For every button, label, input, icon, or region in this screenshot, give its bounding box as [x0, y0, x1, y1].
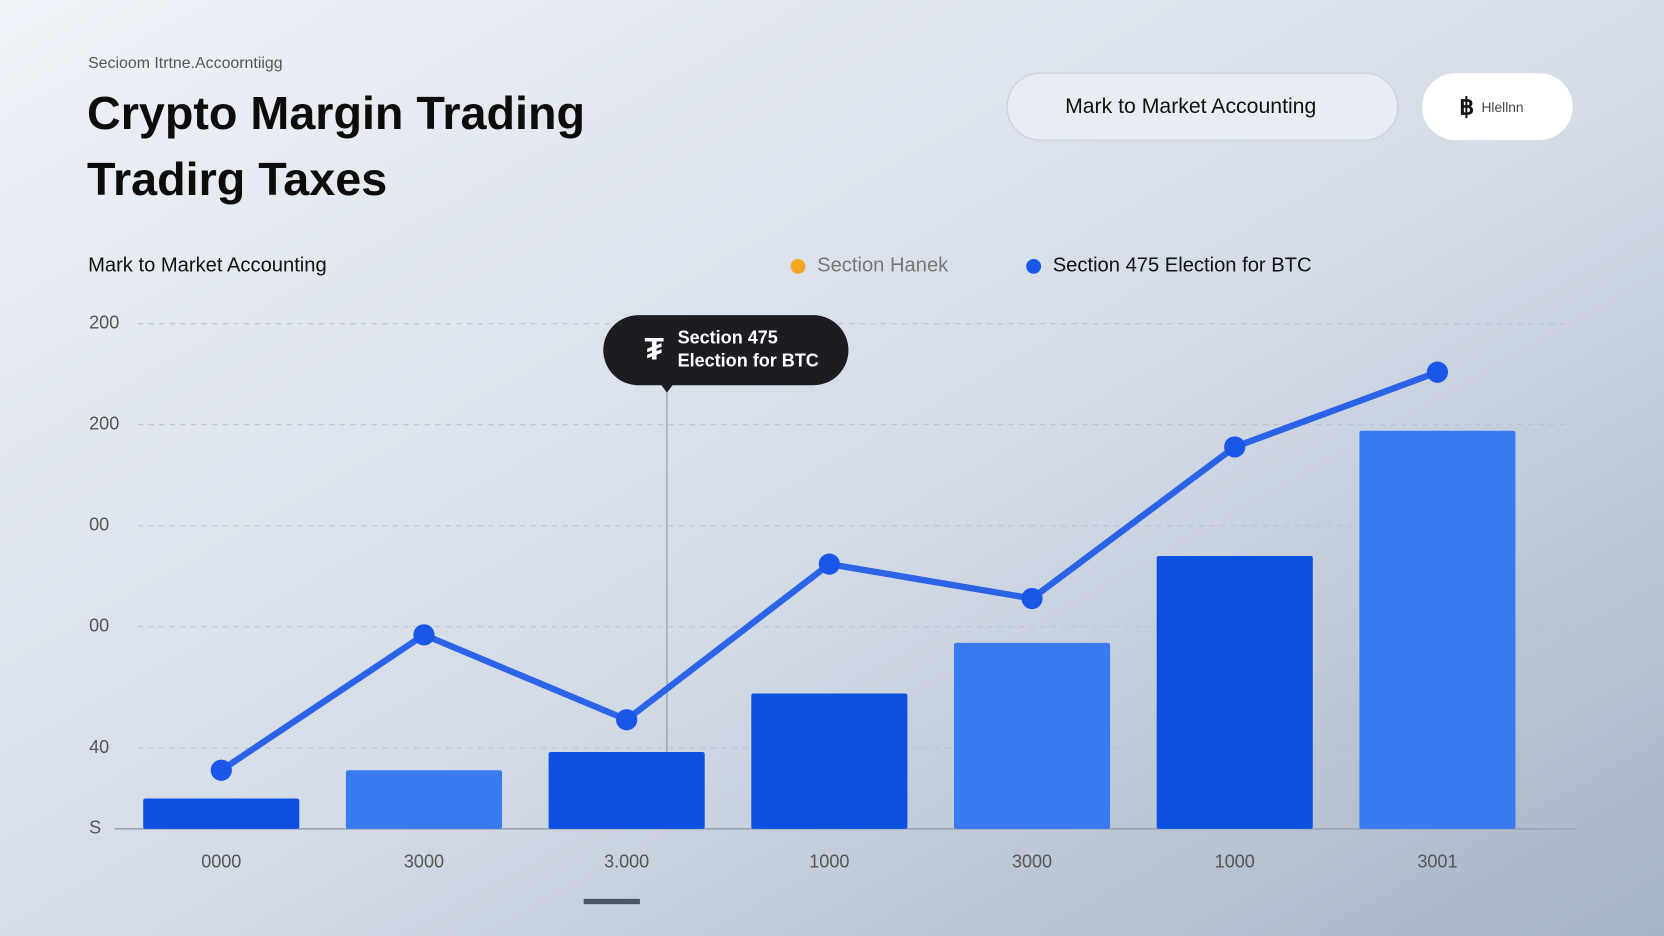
line-point: [210, 759, 232, 781]
tooltip: [603, 315, 849, 386]
btc-icon: ฿: [1459, 93, 1474, 119]
legend-label: Section 475 Election for BTC: [1053, 255, 1312, 277]
line-point: [1021, 587, 1043, 610]
x-tick-label: 3000: [1012, 852, 1052, 872]
legend-dot: [1026, 258, 1042, 274]
tooltip-text: Section 475: [678, 327, 778, 347]
tooltip-icon: ₮: [645, 331, 665, 367]
bar: [1156, 556, 1313, 829]
button[interactable]: [1006, 72, 1399, 141]
y-tick-label: 200: [89, 312, 119, 332]
legend-label: Section Hanek: [817, 255, 949, 277]
x-tick-label: 3.000: [604, 852, 649, 872]
button-label[interactable]: Hlellnn: [1481, 100, 1523, 115]
bar: [1359, 430, 1516, 829]
line-point: [1426, 361, 1449, 383]
y-tick-label: 00: [89, 616, 109, 636]
button[interactable]: [1422, 73, 1573, 141]
line-point: [818, 553, 840, 575]
chart-title: Mark to Market Accounting: [88, 255, 327, 277]
line-point: [413, 624, 435, 646]
button-label[interactable]: Mark to Market Accounting: [1065, 95, 1316, 118]
y-tick-label: 40: [89, 737, 109, 757]
bar: [548, 752, 705, 829]
bar: [751, 693, 908, 829]
x-tick-label: 0000: [201, 852, 241, 872]
bar: [143, 798, 300, 829]
bar: [345, 770, 502, 829]
line-point: [616, 709, 638, 731]
legend-dot: [790, 258, 806, 274]
page-title: Tradirg Taxes: [87, 153, 387, 205]
scroll-indicator: [583, 898, 640, 905]
page-title: Crypto Margin Trading: [87, 87, 585, 139]
y-tick-label: S: [89, 818, 101, 838]
tooltip-text: Election for BTC: [678, 351, 819, 371]
eyebrow: Secioom Itrtne.Accoorntiigg: [88, 55, 283, 72]
x-tick-label: 1000: [1215, 852, 1255, 872]
y-tick-label: 200: [89, 413, 119, 433]
tooltip-pointer: [660, 384, 674, 393]
x-tick-label: 3001: [1417, 852, 1457, 872]
x-tick-label: 1000: [809, 852, 849, 872]
bar: [954, 642, 1111, 829]
x-tick-label: 3000: [404, 852, 444, 872]
y-tick-label: 00: [89, 514, 109, 534]
line-point: [1224, 436, 1246, 458]
